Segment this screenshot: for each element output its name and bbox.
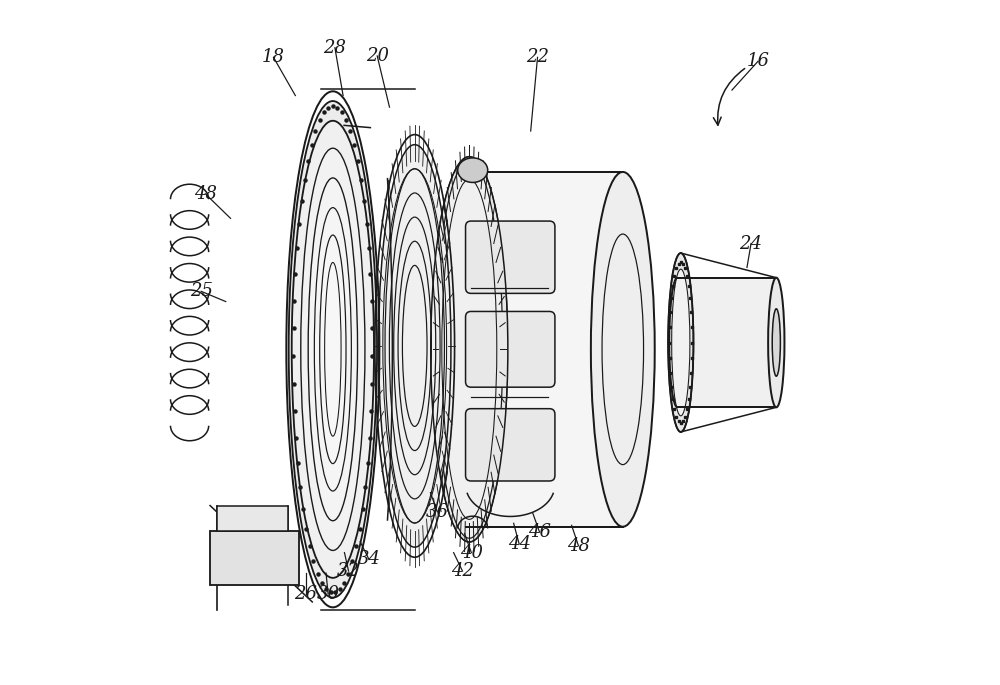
Text: 22: 22 (526, 49, 549, 66)
Text: 48: 48 (194, 185, 217, 203)
Text: 18: 18 (262, 49, 285, 66)
Polygon shape (677, 277, 776, 408)
Bar (217, 506, 288, 532)
Ellipse shape (768, 277, 784, 408)
Text: 44: 44 (508, 535, 531, 553)
Ellipse shape (292, 121, 374, 578)
FancyBboxPatch shape (466, 221, 555, 293)
Ellipse shape (668, 253, 693, 432)
Text: 34: 34 (358, 551, 381, 569)
Text: 24: 24 (740, 234, 763, 253)
Ellipse shape (431, 157, 508, 542)
Ellipse shape (591, 172, 655, 527)
Ellipse shape (289, 101, 377, 597)
Ellipse shape (436, 160, 503, 538)
Text: 30: 30 (317, 584, 340, 603)
Ellipse shape (672, 269, 690, 416)
Text: 16: 16 (746, 53, 769, 71)
Ellipse shape (378, 145, 451, 547)
Ellipse shape (320, 235, 346, 464)
Text: 42: 42 (451, 562, 474, 580)
Text: 25: 25 (190, 282, 213, 300)
Ellipse shape (325, 262, 341, 436)
Bar (210, 532, 299, 585)
Text: 48: 48 (567, 537, 590, 555)
Text: 46: 46 (528, 523, 551, 541)
Text: 40: 40 (460, 544, 483, 562)
Ellipse shape (458, 158, 488, 182)
Text: 36: 36 (426, 503, 449, 521)
Polygon shape (466, 172, 623, 527)
Text: 32: 32 (337, 562, 360, 580)
FancyBboxPatch shape (466, 312, 555, 387)
Ellipse shape (434, 172, 498, 527)
Text: 26: 26 (294, 584, 317, 603)
Ellipse shape (772, 309, 780, 376)
FancyBboxPatch shape (466, 409, 555, 481)
Ellipse shape (301, 148, 365, 551)
Ellipse shape (314, 208, 351, 491)
Text: 20: 20 (366, 47, 389, 65)
Text: 28: 28 (323, 39, 346, 57)
Ellipse shape (308, 178, 358, 521)
